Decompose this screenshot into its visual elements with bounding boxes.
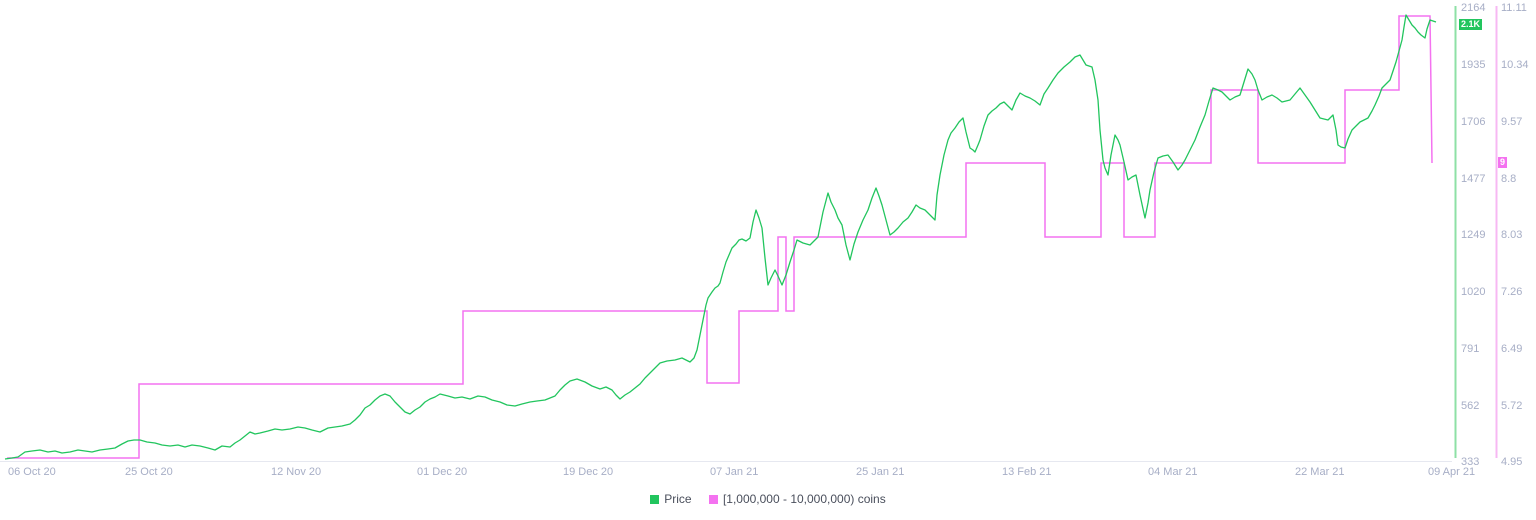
x-tick: 01 Dec 20 bbox=[417, 466, 467, 478]
coins-tick: 7.26 bbox=[1501, 286, 1522, 298]
legend-item-price[interactable]: Price bbox=[650, 492, 692, 506]
price-tick: 333 bbox=[1461, 456, 1479, 468]
price-tick: 1477 bbox=[1461, 173, 1485, 185]
coins-tick: 9.57 bbox=[1501, 116, 1522, 128]
price-swatch-icon bbox=[650, 494, 660, 504]
x-axis-ticks: 06 Oct 20 25 Oct 20 12 Nov 20 01 Dec 20 … bbox=[8, 466, 1475, 478]
price-tick: 791 bbox=[1461, 343, 1479, 355]
x-tick: 06 Oct 20 bbox=[8, 466, 56, 478]
price-series-line bbox=[4, 14, 1437, 460]
x-tick: 13 Feb 21 bbox=[1002, 466, 1052, 478]
x-tick: 07 Jan 21 bbox=[710, 466, 758, 478]
price-current-badge: 2.1K bbox=[1459, 19, 1483, 30]
price-tick: 562 bbox=[1461, 400, 1479, 412]
x-tick: 19 Dec 20 bbox=[563, 466, 613, 478]
price-tick: 1249 bbox=[1461, 229, 1485, 241]
price-tick: 1706 bbox=[1461, 116, 1485, 128]
x-tick: 22 Mar 21 bbox=[1295, 466, 1345, 478]
x-tick: 04 Mar 21 bbox=[1148, 466, 1198, 478]
coins-tick: 8.03 bbox=[1501, 229, 1522, 241]
coins-tick: 5.72 bbox=[1501, 400, 1522, 412]
legend-item-coins[interactable]: [1,000,000 - 10,000,000) coins bbox=[708, 492, 886, 506]
chart-legend: Price [1,000,000 - 10,000,000) coins bbox=[0, 492, 1536, 507]
price-tick: 1935 bbox=[1461, 59, 1485, 71]
coins-axis-ticks: 11.11 10.34 9.57 8.8 8.03 7.26 6.49 5.72… bbox=[1501, 2, 1529, 468]
price-tick: 2164 bbox=[1461, 2, 1485, 14]
x-tick: 09 Apr 21 bbox=[1428, 466, 1475, 478]
coins-swatch-icon bbox=[708, 494, 718, 504]
coins-tick: 10.34 bbox=[1501, 59, 1529, 71]
price-axis-ticks: 2164 1935 1706 1477 1249 1020 791 562 33… bbox=[1461, 2, 1485, 468]
coins-tick: 6.49 bbox=[1501, 343, 1522, 355]
coins-current-badge: 9 bbox=[1498, 157, 1508, 168]
coins-tick: 11.11 bbox=[1501, 2, 1527, 14]
x-tick: 25 Jan 21 bbox=[856, 466, 904, 478]
x-tick: 12 Nov 20 bbox=[271, 466, 321, 478]
legend-label: [1,000,000 - 10,000,000) coins bbox=[722, 492, 886, 506]
coins-series-line bbox=[7, 15, 1433, 459]
price-tick: 1020 bbox=[1461, 286, 1485, 298]
legend-label: Price bbox=[664, 492, 692, 506]
coins-tick: 8.8 bbox=[1501, 173, 1516, 185]
coins-tick: 4.95 bbox=[1501, 456, 1522, 468]
x-tick: 25 Oct 20 bbox=[125, 466, 173, 478]
